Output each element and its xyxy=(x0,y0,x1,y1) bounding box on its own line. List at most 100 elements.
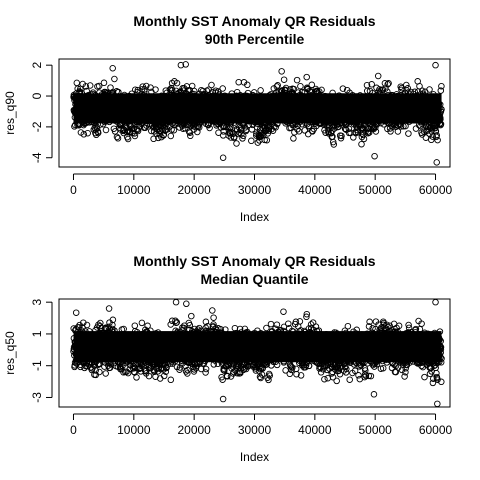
x-tick-label: 20000 xyxy=(177,183,211,197)
data-point xyxy=(195,124,203,131)
data-point xyxy=(131,132,139,140)
data-point xyxy=(280,76,288,83)
data-point xyxy=(244,81,251,89)
data-point xyxy=(219,85,226,92)
data-point xyxy=(261,136,268,144)
data-point xyxy=(95,82,103,90)
data-point xyxy=(385,80,392,87)
data-point xyxy=(294,126,301,133)
y-axis-label: res_q90 xyxy=(3,91,17,135)
data-point xyxy=(339,85,347,92)
data-point xyxy=(345,125,353,133)
data-point xyxy=(248,137,255,145)
data-point xyxy=(113,133,121,141)
data-point xyxy=(272,124,279,131)
data-point xyxy=(187,132,194,140)
x-tick-label: 0 xyxy=(70,183,77,197)
data-point xyxy=(372,124,379,131)
data-point xyxy=(308,81,316,89)
data-point xyxy=(134,86,142,94)
data-point xyxy=(358,140,365,148)
data-point xyxy=(265,125,273,132)
data-point xyxy=(93,125,101,132)
data-point xyxy=(329,138,337,146)
data-point xyxy=(416,82,423,90)
x-tick-label: 30000 xyxy=(238,183,272,197)
dense-point-band xyxy=(73,93,442,124)
data-point xyxy=(239,135,246,142)
data-point xyxy=(120,129,127,137)
scatter-points xyxy=(70,61,445,166)
panel-res-q90: Monthly SST Anomaly QR Residuals 90th Pe… xyxy=(3,13,453,224)
data-point xyxy=(274,82,281,89)
data-point xyxy=(360,135,368,143)
data-point xyxy=(398,84,405,92)
y-tick-label: 0 xyxy=(30,92,44,99)
data-point xyxy=(257,87,264,94)
chart-title-line1: Monthly SST Anomaly QR Residuals xyxy=(133,13,375,29)
data-point xyxy=(114,135,122,142)
data-point xyxy=(233,140,240,147)
data-point xyxy=(368,81,375,88)
chart-title-line1: Monthly SST Anomaly QR Residuals xyxy=(133,253,375,269)
data-point xyxy=(364,128,372,135)
data-point xyxy=(397,123,405,130)
x-axis-label: Index xyxy=(240,210,269,224)
data-point xyxy=(141,86,148,93)
data-point xyxy=(100,79,108,87)
data-point xyxy=(376,86,383,93)
data-point xyxy=(238,130,245,138)
data-point xyxy=(293,76,301,84)
data-point xyxy=(394,128,402,135)
data-point xyxy=(337,134,345,142)
data-point xyxy=(155,134,162,142)
y-tick-label: -4 xyxy=(30,152,44,163)
data-point xyxy=(124,135,132,143)
x-tick-label: 40000 xyxy=(298,183,332,197)
data-point xyxy=(152,86,159,93)
data-point xyxy=(173,79,181,87)
data-point xyxy=(318,86,325,94)
y-tick-label: -2 xyxy=(30,121,44,132)
data-point xyxy=(372,128,380,135)
data-point xyxy=(330,141,338,148)
data-point xyxy=(230,133,238,141)
data-point xyxy=(405,130,412,137)
data-point xyxy=(206,124,213,132)
x-tick-label: 60000 xyxy=(419,183,453,197)
data-point xyxy=(150,135,157,143)
data-point xyxy=(239,132,247,140)
data-point xyxy=(297,82,304,90)
data-point xyxy=(335,123,342,130)
data-point xyxy=(248,126,256,133)
data-point xyxy=(227,134,235,141)
x-tick-label: 10000 xyxy=(117,183,151,197)
data-point xyxy=(290,135,297,142)
chart-title-line2: 90th Percentile xyxy=(205,31,305,47)
data-point xyxy=(94,129,102,137)
data-point xyxy=(303,73,310,81)
data-point xyxy=(143,82,150,90)
data-point xyxy=(167,132,175,140)
data-point xyxy=(80,131,88,138)
data-point xyxy=(86,82,94,89)
data-point xyxy=(111,75,118,83)
data-point xyxy=(400,123,407,130)
chart-title-line2: Median Quantile xyxy=(200,271,308,287)
y-tick-label: 2 xyxy=(30,62,44,69)
data-point xyxy=(82,83,90,90)
data-point xyxy=(282,84,290,92)
data-point xyxy=(186,129,194,136)
data-point xyxy=(374,72,382,80)
x-tick-label: 50000 xyxy=(358,183,392,197)
data-point xyxy=(208,81,215,89)
data-point xyxy=(338,132,345,140)
data-point xyxy=(301,127,309,134)
data-point xyxy=(92,131,100,139)
data-point xyxy=(84,129,91,137)
data-point xyxy=(134,127,142,135)
data-point xyxy=(384,81,391,88)
data-point xyxy=(263,136,271,144)
